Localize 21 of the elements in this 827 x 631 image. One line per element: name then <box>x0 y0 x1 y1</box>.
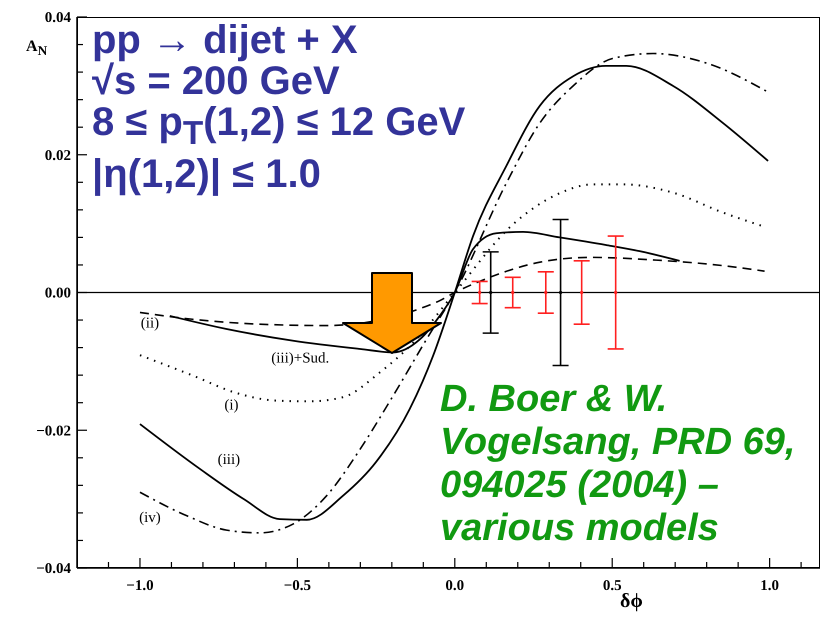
annotation: |η(1,2)| ≤ 1.0 <box>92 152 322 196</box>
annotation: pp → dijet + X <box>92 18 359 62</box>
x-tick-label: −0.5 <box>284 578 312 594</box>
y-tick-label: −0.02 <box>36 423 71 440</box>
series-label: (iv) <box>139 510 161 526</box>
x-tick-label: 0.5 <box>602 578 622 594</box>
x-tick-label: 1.0 <box>760 578 779 594</box>
series-label: (i) <box>224 397 238 414</box>
y-tick-label: −0.04 <box>36 561 72 577</box>
series-label: (iii) <box>218 452 240 468</box>
series-label: (iii)+Sud. <box>271 350 330 367</box>
series-label: (ii) <box>140 315 160 332</box>
y-tick-label: 0.00 <box>44 286 71 302</box>
annotation: 8 ≤ p$_{T}$(1,2) ≤ 12 GeV <box>92 100 466 152</box>
y-tick-label: 0.02 <box>44 148 71 164</box>
x-tick-label: −1.0 <box>126 578 154 594</box>
y-axis-title: A$_{N}$ <box>26 38 48 60</box>
annotation: D. Boer & W. Vogelsang, PRD 69, 094025 (2004) – various models <box>440 378 796 550</box>
y-tick-label: 0.04 <box>44 10 72 26</box>
x-tick-label: 0.0 <box>445 578 464 594</box>
x-axis-title: δϕ <box>620 590 643 613</box>
